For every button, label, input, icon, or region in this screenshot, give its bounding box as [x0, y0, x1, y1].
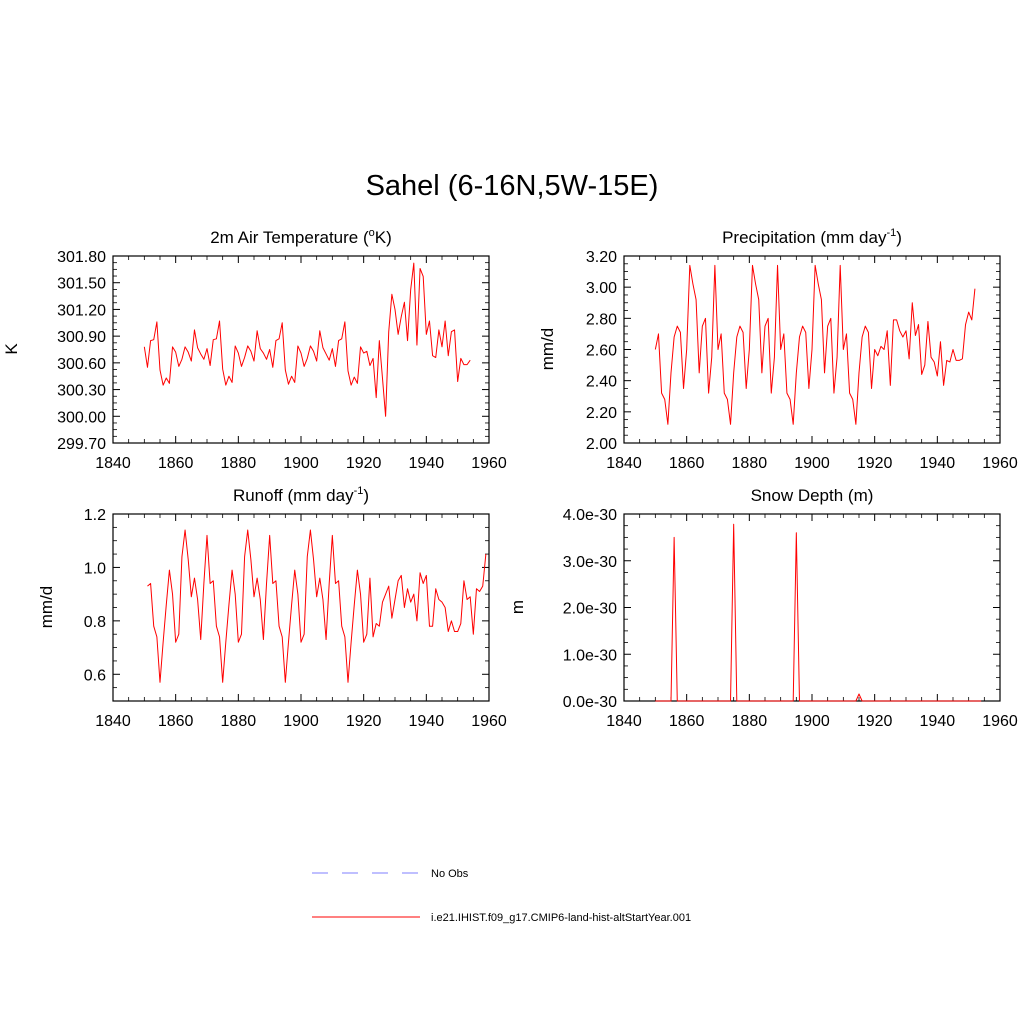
x-tick-label-snow-depth: 1880	[732, 713, 768, 730]
plot-frame-snow-depth	[623, 513, 1001, 702]
x-tick-label-runoff: 1960	[471, 713, 507, 730]
ylabel-snow-depth: m	[508, 600, 527, 614]
x-tick-label-snow-depth: 1940	[920, 713, 956, 730]
y-tick-label-air-temperature: 300.00	[57, 409, 106, 426]
legend: No Obs i.e21.IHIST.f09_g17.CMIP6-land-hi…	[312, 868, 691, 924]
y-tick-label-air-temperature: 301.50	[57, 276, 106, 293]
y-tick-label-precipitation: 3.20	[586, 249, 617, 266]
plot-frame-runoff	[112, 513, 490, 702]
main-title: Sahel (6-16N,5W-15E)	[365, 170, 659, 202]
y-tick-label-runoff: 1.2	[84, 507, 106, 524]
x-tick-label-snow-depth: 1920	[857, 713, 893, 730]
y-tick-label-snow-depth: 2.0e-30	[563, 601, 617, 618]
series-line-snow-depth	[655, 523, 982, 702]
y-tick-label-air-temperature: 299.70	[57, 436, 106, 453]
x-tick-label-precipitation: 1960	[982, 455, 1018, 472]
y-tick-label-runoff: 1.0	[84, 560, 106, 577]
panel-runoff: Runoff (mm day-1) mm/d 1840 1860 1880 1900 1…	[37, 485, 507, 730]
x-tick-label-runoff: 1880	[221, 713, 257, 730]
series-line-precipitation	[654, 264, 976, 425]
y-tick-label-runoff: 0.8	[84, 614, 106, 631]
x-tick-label-runoff: 1940	[409, 713, 445, 730]
x-tick-label-precipitation: 1900	[794, 455, 830, 472]
ylabel-runoff: mm/d	[37, 586, 56, 629]
y-tick-label-snow-depth: 4.0e-30	[563, 507, 617, 524]
y-tick-label-air-temperature: 300.60	[57, 356, 106, 373]
x-tick-label-snow-depth: 1960	[982, 713, 1018, 730]
x-tick-label-runoff: 1900	[283, 713, 319, 730]
x-tick-label-precipitation: 1860	[669, 455, 705, 472]
y-tick-label-air-temperature: 301.20	[57, 302, 106, 319]
y-tick-label-precipitation: 2.60	[586, 343, 617, 360]
x-tick-label-precipitation: 1840	[606, 455, 642, 472]
x-tick-label-snow-depth: 1860	[669, 713, 705, 730]
panel-title-runoff: Runoff (mm day-1)	[233, 485, 369, 505]
y-tick-label-air-temperature: 300.90	[57, 329, 106, 346]
legend-model-label: i.e21.IHIST.f09_g17.CMIP6-land-hist-altS…	[431, 912, 691, 924]
y-tick-label-snow-depth: 0.0e-30	[563, 694, 617, 711]
panel-title-precipitation: Precipitation (mm day-1)	[722, 227, 902, 247]
x-tick-label-precipitation: 1920	[857, 455, 893, 472]
ylabel-air-temperature: K	[2, 343, 21, 355]
x-tick-label-runoff: 1840	[95, 713, 131, 730]
x-tick-label-air-temperature: 1920	[346, 455, 382, 472]
x-tick-label-snow-depth: 1840	[606, 713, 642, 730]
panel-air-temperature: 2m Air Temperature (oK) K 1840 1860 1880 19…	[2, 227, 507, 472]
y-tick-label-precipitation: 2.40	[586, 374, 617, 391]
x-tick-label-snow-depth: 1900	[794, 713, 830, 730]
panel-snow-depth: Snow Depth (m) m 1840 1860 1880 1900 1920 194…	[508, 486, 1018, 730]
series-line-runoff	[147, 529, 487, 683]
y-tick-label-precipitation: 3.00	[586, 280, 617, 297]
y-tick-label-precipitation: 2.00	[586, 436, 617, 453]
y-tick-label-snow-depth: 1.0e-30	[563, 647, 617, 664]
ylabel-precipitation: mm/d	[538, 328, 557, 371]
x-tick-label-precipitation: 1940	[920, 455, 956, 472]
panel-precipitation: Precipitation (mm day-1) mm/d 1840 1860 18…	[538, 227, 1018, 472]
x-tick-label-air-temperature: 1840	[95, 455, 131, 472]
x-tick-label-air-temperature: 1880	[221, 455, 257, 472]
x-tick-label-runoff: 1920	[346, 713, 382, 730]
x-tick-label-air-temperature: 1960	[471, 455, 507, 472]
y-tick-label-snow-depth: 3.0e-30	[563, 554, 617, 571]
legend-obs-label: No Obs	[431, 868, 469, 880]
x-tick-label-precipitation: 1880	[732, 455, 768, 472]
panel-title-air-temperature: 2m Air Temperature (oK)	[210, 227, 392, 247]
plot-frame-air-temperature	[112, 255, 490, 444]
y-tick-label-precipitation: 2.20	[586, 405, 617, 422]
panel-title-snow-depth: Snow Depth (m)	[751, 486, 874, 505]
x-tick-label-air-temperature: 1940	[409, 455, 445, 472]
x-tick-label-air-temperature: 1860	[158, 455, 194, 472]
x-tick-label-runoff: 1860	[158, 713, 194, 730]
y-tick-label-air-temperature: 300.30	[57, 383, 106, 400]
x-tick-label-air-temperature: 1900	[283, 455, 319, 472]
y-tick-label-runoff: 0.6	[84, 667, 106, 684]
y-tick-label-air-temperature: 301.80	[57, 249, 106, 266]
series-line-air-temperature	[143, 262, 471, 417]
y-tick-label-precipitation: 2.80	[586, 311, 617, 328]
